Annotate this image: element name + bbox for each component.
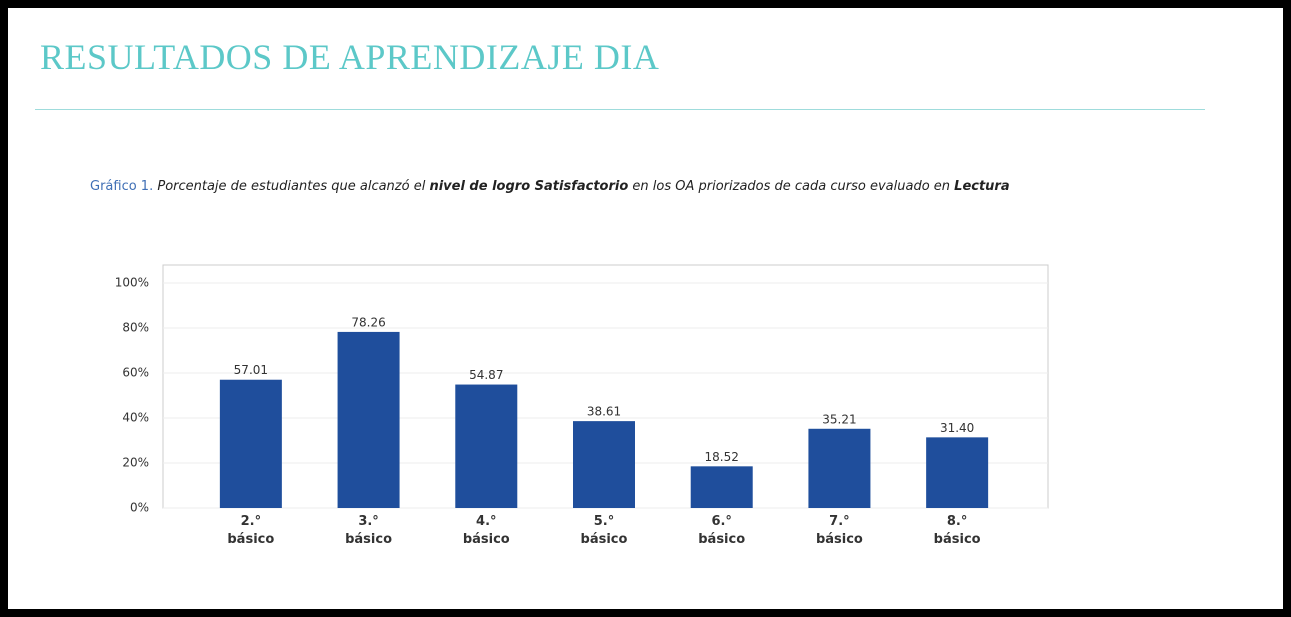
- y-tick-label: 0%: [130, 501, 149, 515]
- value-label: 38.61: [587, 405, 621, 419]
- x-tick-label: 5.° básico: [580, 514, 628, 547]
- x-tick-label: 2.° básico: [227, 514, 275, 547]
- y-tick-label: 100%: [115, 276, 149, 290]
- x-tick-label: 3.° básico: [345, 514, 393, 547]
- x-tick-label: 8.° básico: [933, 514, 981, 547]
- value-label: 18.52: [705, 450, 739, 464]
- value-label: 57.01: [234, 363, 268, 377]
- x-tick-label: 4.° básico: [462, 514, 510, 547]
- bar: [219, 379, 282, 508]
- chart-caption: Gráfico 1. Porcentaje de estudiantes que…: [90, 175, 1090, 199]
- slide-title: RESULTADOS DE APRENDIZAJE DIA: [40, 37, 660, 77]
- y-tick-label: 20%: [122, 456, 149, 470]
- bar: [926, 437, 989, 508]
- bar: [690, 466, 753, 508]
- caption-part: Porcentaje de estudiantes que alcanzó el: [153, 179, 430, 194]
- bar: [455, 384, 518, 508]
- y-tick-label: 40%: [122, 411, 149, 425]
- y-tick-label: 60%: [122, 366, 149, 380]
- caption-part: en los OA priorizados de cada curso eval…: [628, 179, 955, 194]
- caption-part: Lectura: [954, 179, 1010, 194]
- value-label: 35.21: [822, 412, 856, 426]
- bar: [573, 421, 635, 508]
- value-label: 31.40: [940, 421, 974, 435]
- value-label: 54.87: [469, 368, 503, 382]
- bar: [337, 331, 400, 508]
- bar: [808, 428, 871, 508]
- caption-part: Gráfico 1.: [90, 179, 154, 194]
- value-label: 78.26: [351, 315, 385, 329]
- x-tick-label: 6.° básico: [698, 514, 746, 547]
- title-rule: [35, 109, 1205, 110]
- caption-part: nivel de logro Satisfactorio: [429, 179, 629, 194]
- x-tick-label: 7.° básico: [815, 514, 863, 547]
- y-tick-label: 80%: [122, 321, 149, 335]
- chart: 0% 20% 40% 60% 80% 100% 57.01 78.26 54.87 38.61 18…: [115, 264, 1049, 515]
